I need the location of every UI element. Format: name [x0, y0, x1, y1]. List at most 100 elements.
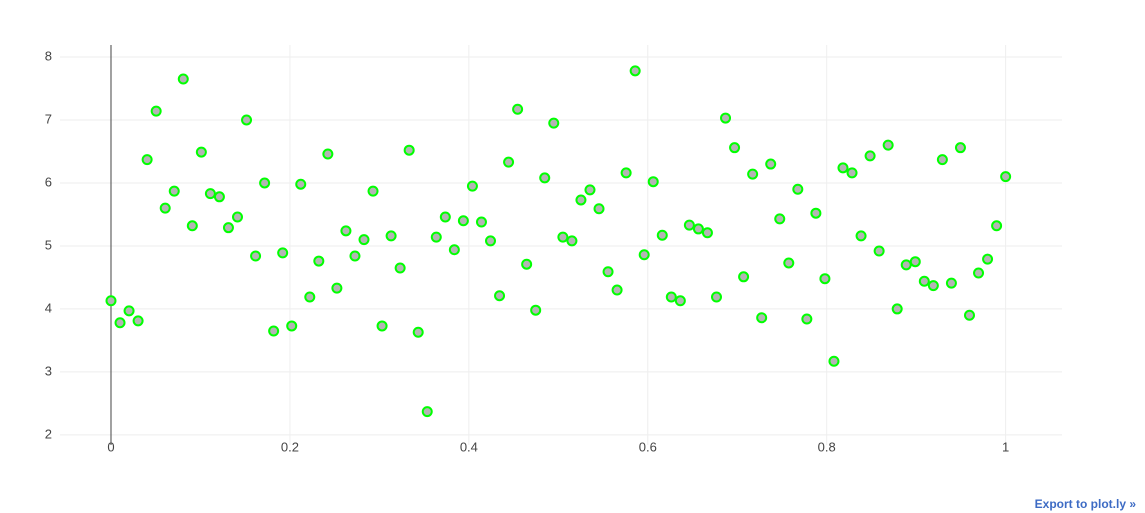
scatter-point: [114, 317, 126, 329]
scatter-point: [195, 146, 207, 158]
scatter-point: [945, 277, 957, 289]
scatter-point: [710, 291, 722, 303]
scatter-point: [909, 256, 921, 268]
scatter-point: [331, 282, 343, 294]
scatter-point: [756, 312, 768, 324]
x-tick-label: 0.6: [639, 439, 657, 454]
scatter-point: [322, 148, 334, 160]
scatter-point: [123, 305, 135, 317]
scatter-point: [810, 207, 822, 219]
scatter-point: [340, 225, 352, 237]
scatter-point: [801, 313, 813, 325]
x-tick-label: 1: [1002, 439, 1009, 454]
scatter-point: [367, 185, 379, 197]
scatter-point: [439, 211, 451, 223]
scatter-point: [747, 168, 759, 180]
scatter-point: [159, 202, 171, 214]
scatter-point: [783, 257, 795, 269]
scatter-point: [647, 176, 659, 188]
scatter-point: [313, 255, 325, 267]
scatter-point: [394, 262, 406, 274]
export-link[interactable]: Export to plot.ly »: [1035, 497, 1137, 511]
scatter-point: [918, 275, 930, 287]
scatter-point: [900, 259, 912, 271]
scatter-point: [638, 249, 650, 261]
scatter-point: [575, 194, 587, 206]
scatter-point: [295, 178, 307, 190]
scatter-point: [475, 216, 487, 228]
scatter-point: [358, 234, 370, 246]
scatter-point: [927, 280, 939, 292]
scatter-point: [665, 291, 677, 303]
scatter-point: [304, 291, 316, 303]
scatter-point: [954, 142, 966, 154]
scatter-point: [512, 103, 524, 115]
scatter-point: [738, 271, 750, 283]
scatter-point: [819, 273, 831, 285]
y-tick-label: 4: [45, 300, 52, 315]
scatter-point: [259, 177, 271, 189]
scatter-point: [376, 320, 388, 332]
scatter-point: [503, 156, 515, 168]
scatter-point: [430, 231, 442, 243]
scatter-point: [584, 184, 596, 196]
scatter-point: [204, 188, 216, 200]
scatter-point: [991, 220, 1003, 232]
scatter-point: [277, 247, 289, 259]
scatter-point: [186, 220, 198, 232]
scatter-point: [602, 266, 614, 278]
scatter-point: [385, 230, 397, 242]
scatter-point: [629, 65, 641, 77]
scatter-point: [494, 290, 506, 302]
scatter-point: [132, 315, 144, 327]
x-tick-label: 0.4: [460, 439, 478, 454]
scatter-point: [720, 112, 732, 124]
scatter-point: [177, 73, 189, 85]
scatter-point: [168, 185, 180, 197]
scatter-point: [837, 162, 849, 174]
scatter-point: [729, 142, 741, 154]
scatter-point: [485, 235, 497, 247]
scatter-point: [286, 320, 298, 332]
scatter-point: [466, 180, 478, 192]
scatter-point: [548, 117, 560, 129]
y-tick-label: 8: [45, 48, 52, 63]
scatter-point: [963, 309, 975, 321]
scatter-point: [150, 105, 162, 117]
scatter-point: [674, 295, 686, 307]
scatter-point: [530, 304, 542, 316]
y-tick-label: 3: [45, 363, 52, 378]
scatter-point: [105, 295, 117, 307]
scatter-point: [448, 244, 460, 256]
y-tick-label: 5: [45, 237, 52, 252]
scatter-point: [692, 223, 704, 235]
scatter-point: [774, 213, 786, 225]
scatter-point: [792, 183, 804, 195]
scatter-point: [222, 222, 234, 234]
x-tick-label: 0.2: [281, 439, 299, 454]
scatter-point: [1000, 171, 1012, 183]
scatter-point: [213, 191, 225, 203]
scatter-point: [457, 215, 469, 227]
scatter-point: [250, 250, 262, 262]
scatter-point: [873, 245, 885, 257]
scatter-point: [141, 154, 153, 166]
scatter-point: [864, 150, 876, 162]
scatter-point: [521, 258, 533, 270]
scatter-point: [349, 250, 361, 262]
scatter-point: [765, 158, 777, 170]
scatter-point: [683, 219, 695, 231]
scatter-point: [557, 231, 569, 243]
scatter-point: [231, 211, 243, 223]
x-tick-label: 0.8: [818, 439, 836, 454]
scatter-point: [566, 235, 578, 247]
y-tick-label: 7: [45, 111, 52, 126]
x-tick-label: 0: [107, 439, 114, 454]
scatter-point: [973, 267, 985, 279]
scatter-point: [982, 253, 994, 265]
scatter-point: [882, 139, 894, 151]
scatter-point: [241, 114, 253, 126]
scatter-point: [828, 355, 840, 367]
scatter-point: [656, 229, 668, 241]
